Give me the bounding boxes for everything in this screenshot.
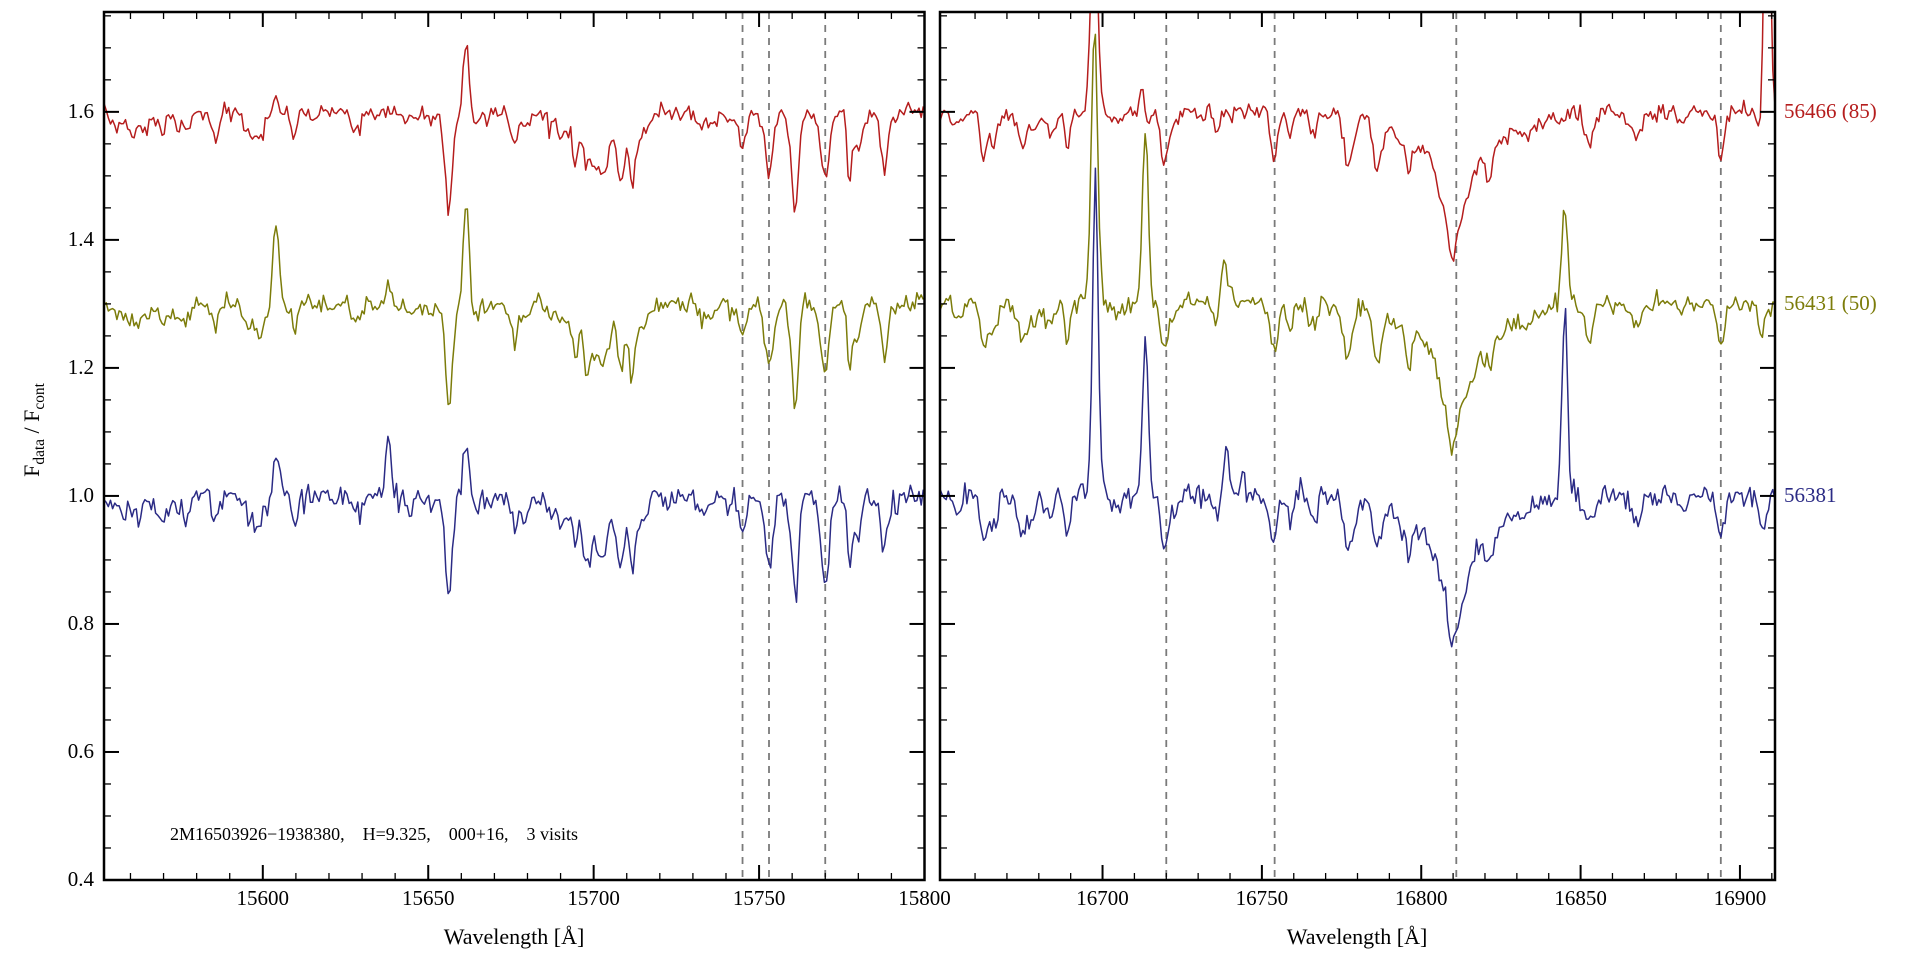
y-tick-label: 1.6	[67, 98, 94, 123]
spectrum-5646685	[104, 44, 925, 217]
x-tick-label: 16850	[1554, 886, 1607, 910]
spectrum-5643150	[940, 33, 1775, 456]
x-tick-label: 15600	[236, 886, 290, 910]
x-tick-label: 16800	[1394, 886, 1448, 910]
x-axis-label-right: Wavelength [Å]	[1286, 924, 1428, 949]
y-tick-label: 1.4	[67, 226, 94, 251]
panel-frame	[102, 10, 926, 882]
spectrum-56381	[940, 167, 1775, 648]
x-tick-label: 16900	[1713, 886, 1767, 910]
x-tick-label: 15800	[898, 886, 951, 910]
y-tick-label: 0.8	[67, 610, 94, 635]
x-tick-label: 15700	[567, 886, 620, 910]
x-tick-label: 16700	[1076, 886, 1129, 910]
spectrum-5646685	[940, 12, 1775, 262]
target-annotation: 2M16503926−1938380, H=9.325, 000+16, 3 v…	[170, 824, 578, 844]
y-axis-label: Fdata / Fcont	[19, 383, 49, 477]
y-tick-label: 1.2	[67, 354, 94, 379]
series-label-56466: 56466 (85)	[1784, 98, 1877, 123]
y-axis-label-mid: / F	[18, 409, 44, 439]
y-axis-label-base: F	[18, 464, 44, 477]
y-tick-label: 0.6	[67, 738, 94, 763]
series-label-56431: 56431 (50)	[1784, 290, 1877, 315]
spectrum-5643150	[104, 208, 924, 410]
x-tick-label: 15750	[732, 886, 786, 910]
x-axis-label-left: Wavelength [Å]	[443, 924, 585, 949]
spectrum-56381	[104, 435, 925, 603]
y-tick-label: 0.4	[67, 867, 94, 891]
x-tick-label: 15650	[401, 886, 455, 910]
y-axis-label-sub2: cont	[31, 383, 49, 410]
y-axis-label-sub1: data	[31, 438, 49, 465]
series-label-56381: 56381	[1784, 482, 1837, 507]
x-tick-label: 16750	[1235, 886, 1289, 910]
y-tick-label: 1.0	[67, 482, 94, 507]
